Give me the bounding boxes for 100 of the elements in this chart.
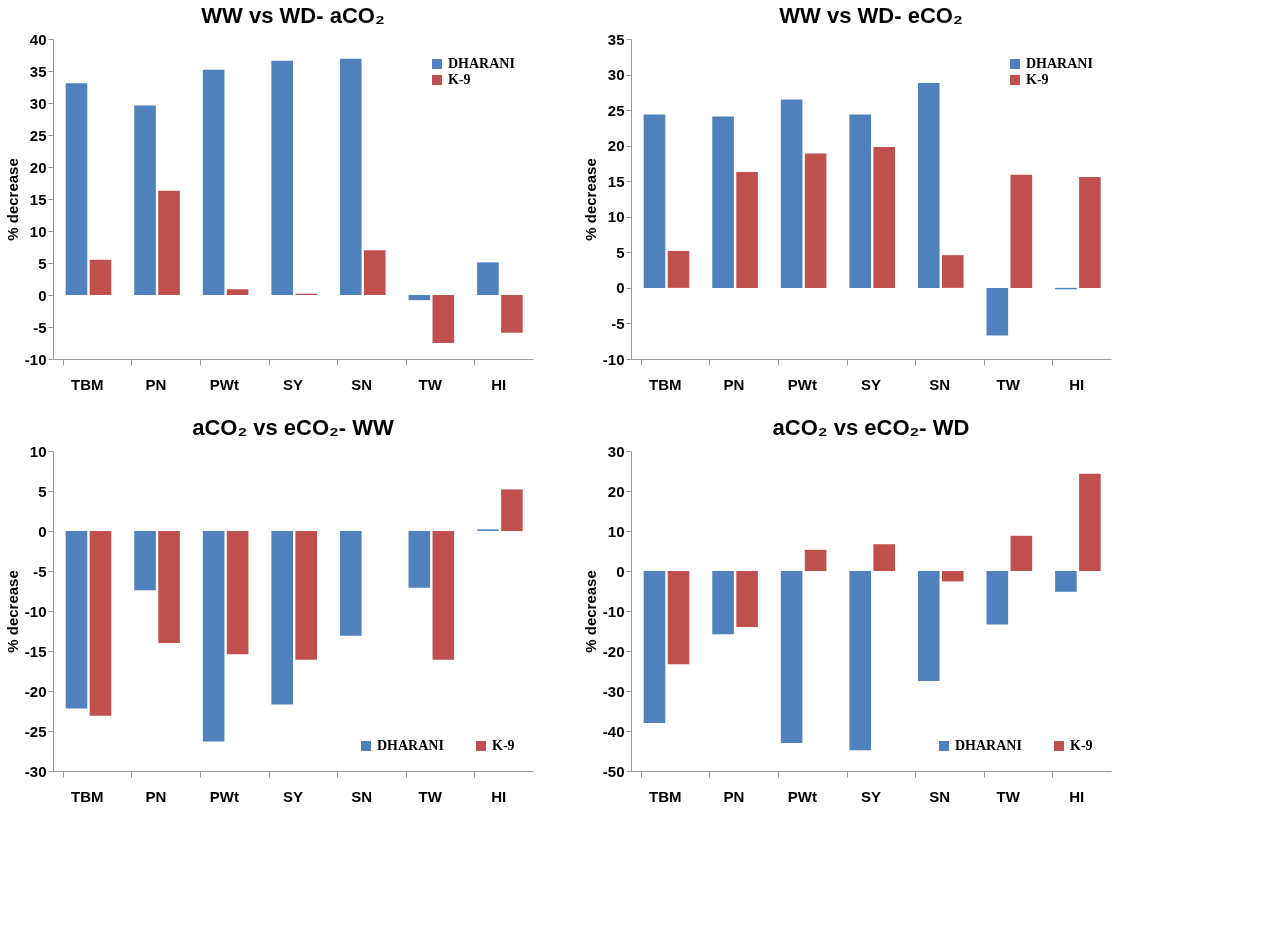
legend-label: K-9 bbox=[448, 72, 471, 87]
bar bbox=[501, 295, 523, 333]
y-tick-label: -25 bbox=[24, 722, 47, 740]
y-tick-label: -20 bbox=[602, 642, 625, 660]
x-tick-label: HI bbox=[1069, 375, 1085, 393]
bar bbox=[804, 153, 827, 288]
y-tick-label: 10 bbox=[29, 222, 47, 240]
y-tick-label: -20 bbox=[24, 682, 47, 700]
y-axis-title: % decrease bbox=[581, 570, 599, 653]
x-tick-label: TW bbox=[996, 787, 1021, 805]
bar bbox=[65, 83, 88, 295]
y-axis-title: % decrease bbox=[581, 158, 599, 241]
x-tick-label: SY bbox=[282, 375, 304, 393]
y-tick-label: 15 bbox=[607, 172, 625, 190]
x-tick-label: HI bbox=[491, 375, 507, 393]
y-tick-label: -30 bbox=[602, 682, 625, 700]
x-tick-label: SN bbox=[929, 787, 950, 805]
bar bbox=[158, 190, 180, 295]
bar bbox=[941, 255, 964, 288]
bar bbox=[667, 571, 690, 665]
x-tick-label: TW bbox=[418, 375, 443, 393]
bar bbox=[363, 250, 386, 295]
bar bbox=[873, 147, 895, 288]
x-tick-label: HI bbox=[491, 787, 507, 805]
y-tick-label: 0 bbox=[616, 562, 625, 580]
y-tick-label: -10 bbox=[602, 350, 625, 368]
bar bbox=[339, 531, 362, 636]
y-axis-title: % decrease bbox=[3, 158, 21, 241]
y-tick-label: 30 bbox=[607, 442, 625, 460]
y-tick-label: 20 bbox=[607, 482, 625, 500]
bar bbox=[849, 571, 871, 751]
legend-label: DHARANI bbox=[955, 738, 1022, 753]
x-tick-label: HI bbox=[1069, 787, 1085, 805]
bar bbox=[339, 58, 362, 295]
x-tick-label: PWt bbox=[209, 375, 240, 393]
y-tick-label: 15 bbox=[29, 190, 47, 208]
bar bbox=[271, 531, 293, 705]
x-tick-label: SN bbox=[351, 787, 372, 805]
bar bbox=[986, 571, 1009, 625]
y-tick-label: 30 bbox=[607, 66, 625, 84]
bar bbox=[65, 531, 88, 709]
legend-label: K-9 bbox=[492, 738, 515, 753]
x-tick-label: SN bbox=[351, 375, 372, 393]
y-tick-label: 20 bbox=[607, 137, 625, 155]
bar bbox=[780, 99, 803, 288]
legend-label: DHARANI bbox=[377, 738, 444, 753]
x-tick-label: PWt bbox=[787, 787, 818, 805]
y-tick-label: 25 bbox=[29, 126, 47, 144]
y-tick-label: -15 bbox=[24, 642, 47, 660]
y-tick-label: 25 bbox=[607, 101, 625, 119]
bar bbox=[202, 69, 225, 295]
bar bbox=[643, 571, 666, 723]
x-tick-label: TBM bbox=[649, 375, 682, 393]
bar bbox=[432, 531, 455, 660]
y-tick-label: 0 bbox=[38, 286, 47, 304]
y-tick-label: 5 bbox=[38, 482, 47, 500]
x-tick-label: TBM bbox=[71, 787, 104, 805]
y-tick-label: 5 bbox=[38, 254, 47, 272]
legend-label: DHARANI bbox=[448, 56, 515, 71]
y-tick-label: 35 bbox=[607, 30, 625, 48]
bar bbox=[477, 262, 499, 295]
x-tick-label: PWt bbox=[787, 375, 818, 393]
bar bbox=[667, 250, 690, 288]
bar bbox=[712, 571, 734, 635]
x-tick-label: PN bbox=[723, 787, 745, 805]
bar bbox=[1055, 571, 1077, 592]
y-tick-label: 40 bbox=[29, 30, 47, 48]
x-tick-label: TBM bbox=[649, 787, 682, 805]
y-tick-label: -5 bbox=[33, 318, 47, 336]
bar bbox=[1010, 535, 1033, 571]
y-tick-label: 10 bbox=[29, 442, 47, 460]
bar bbox=[432, 295, 455, 343]
bar bbox=[202, 531, 225, 742]
bar bbox=[134, 531, 156, 591]
chart-title: aCO₂ vs eCO₂- WW bbox=[192, 415, 395, 440]
x-tick-label: SY bbox=[860, 375, 882, 393]
x-tick-label: SY bbox=[860, 787, 882, 805]
y-axis-title: % decrease bbox=[3, 570, 21, 653]
bar bbox=[158, 531, 180, 643]
bar bbox=[873, 544, 895, 571]
bar bbox=[917, 571, 940, 681]
bar bbox=[271, 60, 293, 295]
y-tick-label: 0 bbox=[38, 522, 47, 540]
y-tick-label: -10 bbox=[24, 602, 47, 620]
x-tick-label: TW bbox=[418, 787, 443, 805]
bar bbox=[780, 571, 803, 743]
bar bbox=[804, 549, 827, 571]
y-tick-label: -30 bbox=[24, 762, 47, 780]
chart-title: WW vs WD- eCO₂ bbox=[779, 3, 963, 28]
y-tick-label: 35 bbox=[29, 62, 47, 80]
bar bbox=[941, 571, 964, 582]
y-tick-label: 30 bbox=[29, 94, 47, 112]
x-tick-label: PN bbox=[145, 375, 167, 393]
legend-label: DHARANI bbox=[1026, 56, 1093, 71]
chart-title: aCO₂ vs eCO₂- WD bbox=[772, 415, 970, 440]
bar bbox=[226, 289, 249, 295]
bar bbox=[1010, 174, 1033, 288]
bar bbox=[712, 116, 734, 288]
y-tick-label: -10 bbox=[602, 602, 625, 620]
x-tick-label: TW bbox=[996, 375, 1021, 393]
